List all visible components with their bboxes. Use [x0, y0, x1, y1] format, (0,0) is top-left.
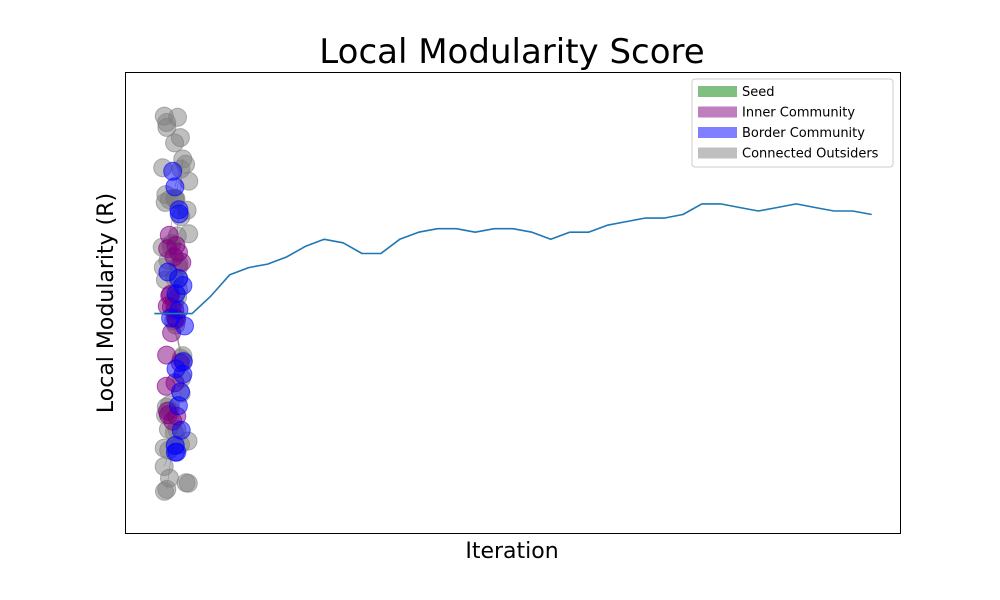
- y-axis-label: Local Modularity (R): [94, 193, 119, 413]
- legend-label: Connected Outsiders: [742, 147, 879, 162]
- network-graph: [152, 106, 199, 501]
- network-node: [157, 345, 177, 365]
- line-series-layer: [154, 203, 872, 315]
- network-node: [155, 481, 174, 501]
- network-node: [165, 442, 185, 462]
- network-node: [158, 239, 178, 259]
- network-node: [166, 284, 186, 304]
- legend-label: Border Community: [742, 126, 865, 141]
- network-node: [165, 133, 185, 153]
- legend-swatch: [698, 86, 737, 97]
- legend-swatch: [698, 106, 737, 118]
- legend-label: Inner Community: [742, 106, 855, 121]
- network-node: [161, 308, 181, 328]
- network-node: [169, 204, 189, 224]
- network-node: [171, 382, 190, 402]
- chart-title: Local Modularity Score: [319, 32, 704, 72]
- legend-swatch: [698, 147, 737, 159]
- plot-frame: [125, 72, 901, 534]
- legend: Seed Inner Community Border Community Conne…: [691, 78, 894, 168]
- network-node: [165, 177, 185, 197]
- network-node: [173, 364, 193, 384]
- network-node: [179, 224, 199, 244]
- network-node: [154, 106, 174, 126]
- network-node: [176, 473, 196, 493]
- x-axis-label: Iteration: [465, 539, 558, 564]
- network-node: [163, 161, 183, 181]
- network-node: [171, 420, 191, 440]
- legend-box: [691, 78, 894, 168]
- network-node: [158, 262, 178, 282]
- legend-swatch: [698, 127, 737, 138]
- legend-label: Seed: [742, 85, 775, 100]
